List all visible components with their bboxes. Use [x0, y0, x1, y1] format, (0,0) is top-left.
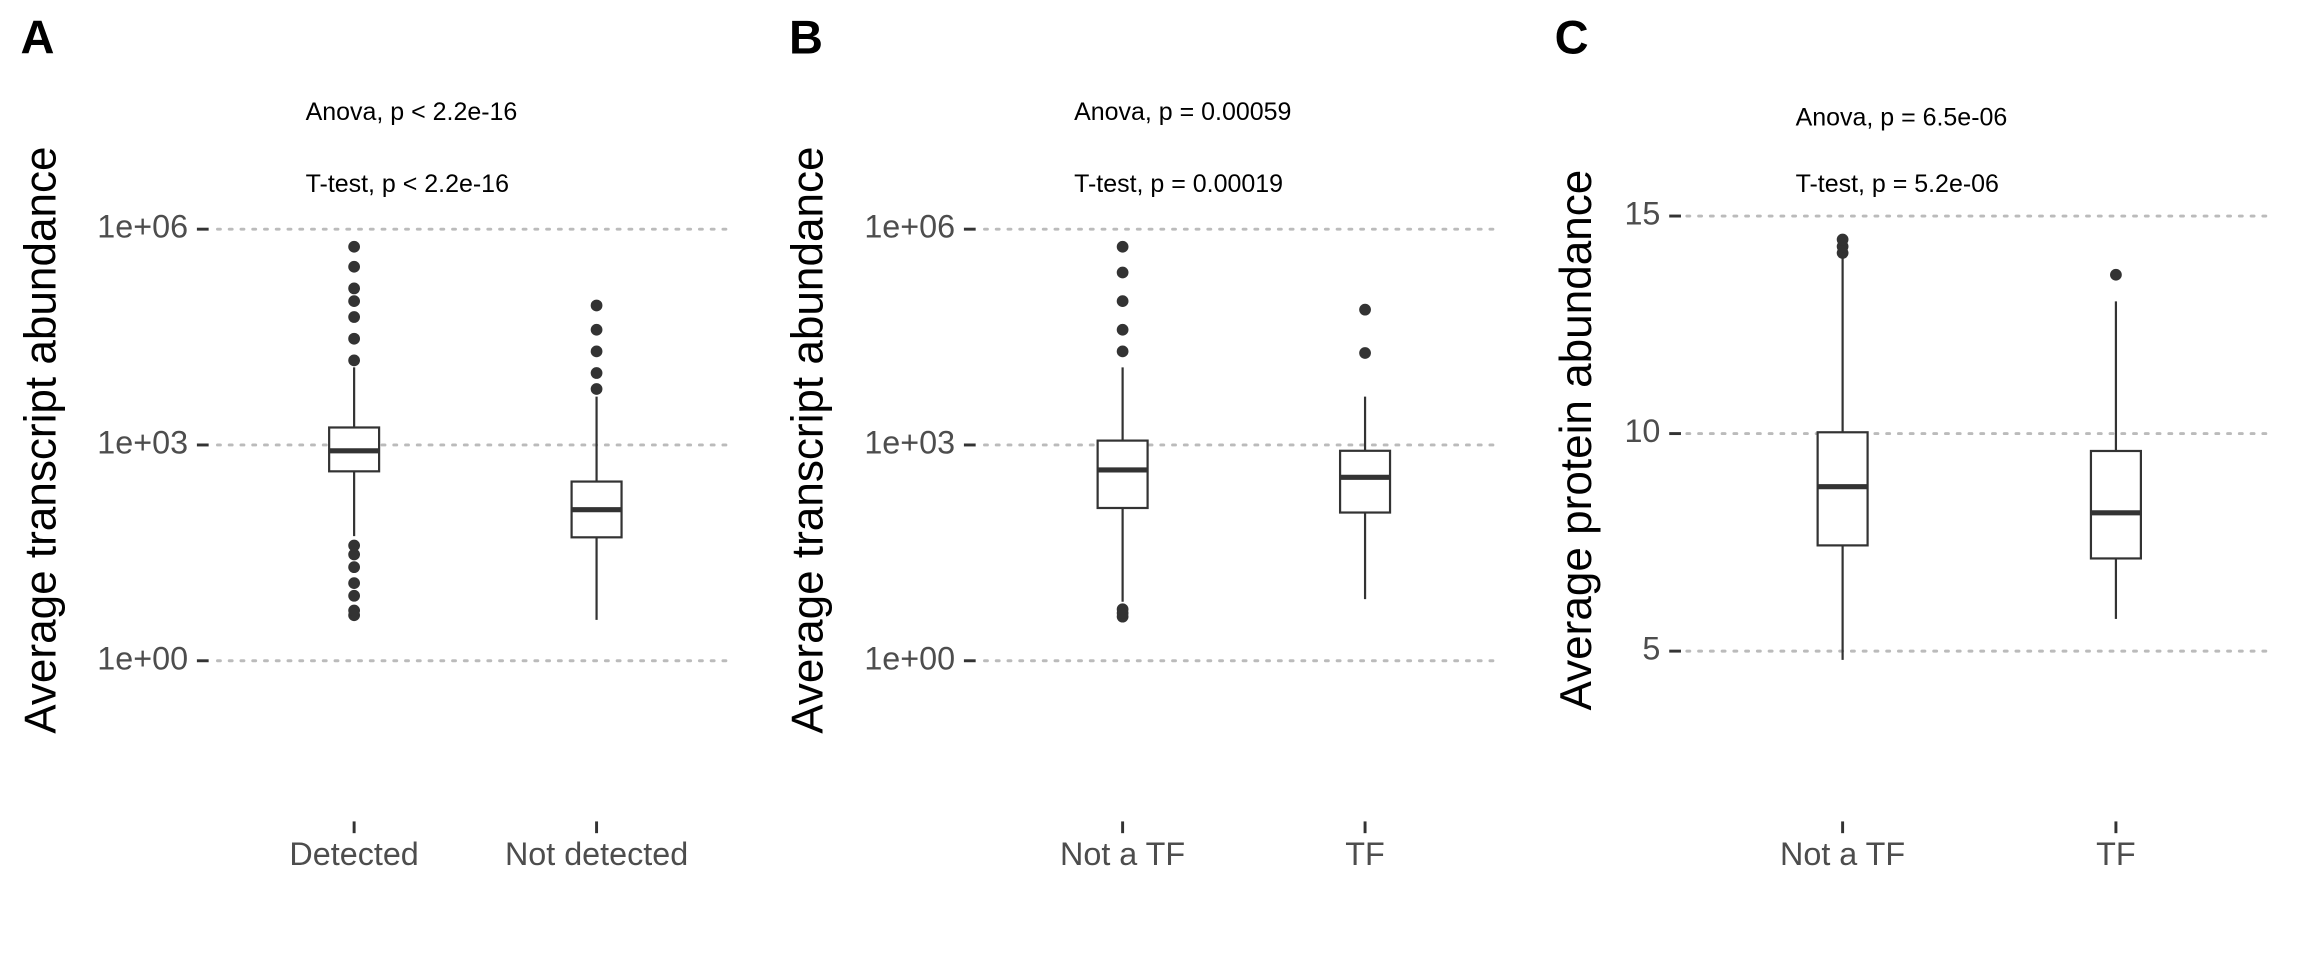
y-axis-label: Average transcript abundance	[784, 146, 833, 733]
outlier	[348, 604, 360, 617]
outlier	[1116, 266, 1129, 279]
y-tick-label: 1e+03	[97, 424, 188, 460]
x-tick-label: Not detected	[505, 836, 688, 872]
box	[1096, 439, 1149, 510]
outlier	[1836, 233, 1849, 246]
panel-letter: B	[789, 11, 823, 64]
outlier	[348, 561, 360, 574]
annotation: T-test, p = 0.00019	[1074, 170, 1283, 198]
y-tick-label: 10	[1624, 413, 1660, 449]
outlier	[1116, 345, 1129, 358]
outlier	[590, 299, 603, 312]
annotation: Anova, p = 6.5e-06	[1796, 104, 2008, 132]
outlier	[348, 539, 360, 552]
outlier	[1359, 347, 1371, 359]
panel-letter: C	[1555, 11, 1589, 64]
outlier	[1116, 240, 1129, 253]
outlier	[348, 577, 360, 590]
outlier	[590, 323, 603, 336]
outlier	[348, 332, 360, 345]
y-tick-label: 1e+06	[864, 209, 955, 245]
outlier	[348, 548, 360, 561]
y-tick-label: 1e+06	[97, 209, 188, 245]
x-tick-label: Not a TF	[1060, 836, 1185, 872]
y-tick-label: 1e+00	[864, 640, 955, 676]
x-tick-label: TF	[1345, 836, 1384, 872]
outlier	[348, 282, 360, 295]
y-axis-label: Average protein abundance	[1552, 170, 1601, 711]
annotation: T-test, p = 5.2e-06	[1796, 170, 1999, 198]
outlier	[1359, 303, 1371, 316]
annotation: Anova, p < 2.2e-16	[306, 98, 518, 126]
outlier	[1116, 323, 1129, 336]
y-tick-label: 1e+03	[864, 424, 955, 460]
y-axis-label: Average transcript abundance	[17, 146, 66, 733]
outlier	[1116, 603, 1129, 616]
outlier	[590, 383, 603, 395]
box	[1338, 449, 1392, 514]
outlier	[348, 354, 360, 367]
outlier	[590, 367, 603, 379]
outlier	[348, 589, 360, 602]
annotation: T-test, p < 2.2e-16	[306, 170, 509, 198]
y-tick-label: 15	[1624, 196, 1660, 232]
panel-letter: A	[21, 11, 55, 64]
outlier	[590, 345, 603, 358]
x-tick-label: Detected	[289, 836, 418, 872]
y-tick-label: 5	[1642, 631, 1660, 667]
annotation: Anova, p = 0.00059	[1074, 98, 1291, 126]
outlier	[348, 260, 360, 273]
outlier	[348, 311, 360, 323]
outlier	[1116, 295, 1129, 307]
box	[2089, 449, 2142, 560]
x-tick-label: TF	[2096, 836, 2135, 872]
outlier	[2110, 268, 2122, 281]
y-tick-label: 1e+00	[97, 640, 188, 676]
outlier	[348, 295, 360, 307]
x-tick-label: Not a TF	[1780, 836, 1905, 872]
outlier	[348, 240, 360, 253]
